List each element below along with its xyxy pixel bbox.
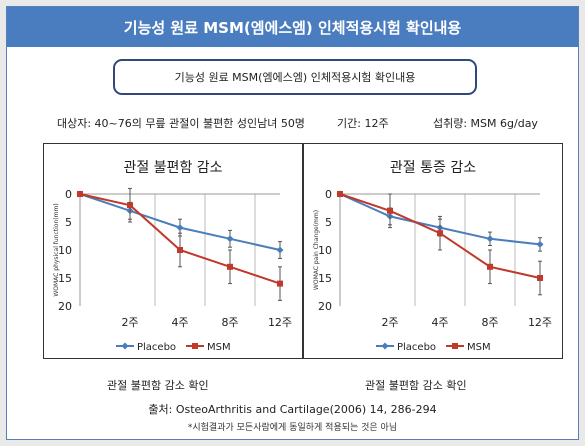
y-tick-label: 20 — [58, 300, 72, 313]
data-point-placebo — [536, 240, 544, 248]
legend-marker-placebo — [121, 342, 129, 350]
y-tick-label: 15 — [318, 272, 332, 285]
chart-caption-left: 관절 불편함 감소 확인 — [107, 379, 209, 392]
x-tick-label: 2주 — [121, 316, 138, 329]
x-tick-label: 4주 — [431, 316, 448, 329]
chart-pain-svg: 관절 통증 감소 WOMAC pain Change(mm) 0 5 10 15 20 2주 4… — [313, 160, 552, 353]
x-tick-label: 2주 — [381, 316, 398, 329]
y-tick-label: 5 — [65, 216, 72, 229]
data-point-msm — [437, 230, 443, 237]
legend-label: MSM — [207, 342, 231, 353]
data-point-msm — [127, 202, 133, 209]
x-tick-label: 4주 — [171, 316, 188, 329]
chart-caption-right: 관절 불편함 감소 확인 — [365, 379, 467, 392]
legend-marker-msm — [452, 343, 458, 349]
info-intake: 섭취량: MSM 6g/day — [433, 117, 538, 130]
data-point-msm — [77, 191, 83, 197]
data-point-placebo — [486, 235, 494, 243]
legend-label: MSM — [467, 342, 491, 353]
x-tick-label: 12주 — [528, 316, 552, 329]
x-tick-label: 12주 — [268, 316, 292, 329]
legend-label: Placebo — [397, 342, 436, 353]
chart-title: 관절 불편함 감소 — [123, 160, 222, 176]
data-point-msm — [537, 275, 543, 281]
y-axis-label: WOMAC physical function(mm) — [53, 203, 60, 296]
chart-physical-function: 관절 불편함 감소 WOMAC physical function(mm) 0 5 10… — [43, 143, 303, 359]
main-panel: 기능성 원료 MSM(엠에스엠) 인체적용시험 확인내용 기능성 원료 MSM(… — [6, 6, 579, 440]
data-point-msm — [337, 191, 343, 197]
y-tick-label: 15 — [58, 272, 72, 285]
chart-title: 관절 통증 감소 — [390, 160, 476, 176]
y-tick-label: 20 — [318, 300, 332, 313]
info-subjects: 대상자: 40~76의 무릎 관절이 불편한 성인남녀 50명 — [57, 117, 305, 130]
chart-pain: 관절 통증 감소 WOMAC pain Change(mm) 0 5 10 15 20 2주 4… — [303, 143, 563, 359]
y-tick-label: 5 — [325, 216, 332, 229]
page-title: 기능성 원료 MSM(엠에스엠) 인체적용시험 확인내용 — [7, 7, 578, 47]
disclaimer-note: *시험결과가 모든사람에게 동일하게 적용되는 것은 아님 — [187, 423, 398, 433]
data-point-msm — [227, 263, 233, 270]
data-point-placebo — [226, 235, 234, 243]
legend-label: Placebo — [137, 342, 176, 353]
y-tick-label: 0 — [65, 188, 72, 201]
info-duration: 기간: 12주 — [337, 117, 389, 130]
data-point-placebo — [276, 246, 284, 254]
data-point-msm — [277, 280, 283, 287]
y-axis-label: WOMAC pain Change(mm) — [313, 210, 320, 290]
chart-physical-function-svg: 관절 불편함 감소 WOMAC physical function(mm) 0 5 10… — [53, 160, 292, 353]
subtitle-box: 기능성 원료 MSM(엠에스엠) 인체적용시험 확인내용 — [113, 59, 477, 95]
data-point-msm — [487, 263, 493, 270]
data-point-msm — [177, 247, 183, 253]
y-tick-label: 0 — [325, 188, 332, 201]
data-point-msm — [387, 207, 393, 214]
y-tick-label: 10 — [318, 244, 332, 257]
legend-marker-msm — [192, 343, 198, 349]
x-tick-label: 8주 — [221, 316, 238, 329]
data-point-placebo — [176, 224, 184, 232]
x-tick-label: 8주 — [481, 316, 498, 329]
legend-marker-placebo — [381, 342, 389, 350]
y-tick-label: 10 — [58, 244, 72, 257]
source-citation: 출처: OsteoArthritis and Cartilage(2006) 1… — [148, 403, 437, 416]
